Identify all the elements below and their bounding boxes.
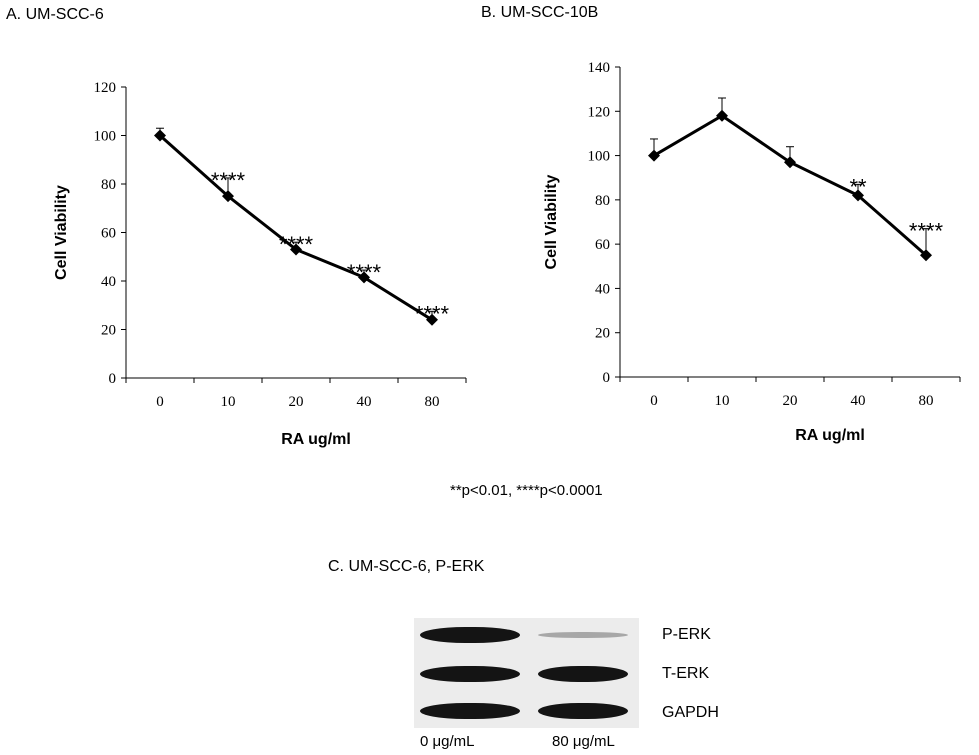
- chart-a-significance-label: ****: [415, 301, 450, 326]
- chart-a-y-tick-label: 0: [109, 371, 117, 387]
- chart-a-data-point: [290, 243, 302, 256]
- chart-b-y-axis-title: Cell Viability: [543, 174, 560, 269]
- lane-label-0: 0 μg/mL: [420, 733, 475, 750]
- chart-a-x-tick-label: 80: [425, 394, 440, 410]
- chart-a-y-tick-label: 60: [101, 226, 116, 242]
- blot-label-gapdh: GAPDH: [662, 704, 719, 721]
- blot-label-p-erk: P-ERK: [662, 626, 711, 643]
- chart-b-y-tick-label: 20: [595, 326, 610, 342]
- panel-c-title: C. UM-SCC-6, P-ERK: [328, 558, 485, 575]
- chart-a-data-point: [154, 129, 166, 142]
- chart-a-data-point: [426, 313, 438, 326]
- chart-b-y-tick-label: 40: [595, 281, 610, 297]
- chart-b-significance-label: ****: [909, 219, 944, 244]
- chart-a-x-tick-label: 0: [156, 394, 164, 410]
- chart-a-x-tick-label: 40: [357, 394, 372, 410]
- blot-row-t-erk: [414, 659, 639, 689]
- chart-b-data-point: [716, 109, 728, 122]
- chart-b-y-tick-label: 140: [588, 60, 611, 76]
- panel-a-title: A. UM-SCC-6: [6, 6, 104, 23]
- chart-b-x-tick-label: 10: [715, 393, 730, 409]
- chart-a-significance-label: ****: [279, 232, 314, 257]
- chart-b-x-tick-label: 40: [851, 393, 866, 409]
- chart-b-y-tick-label: 80: [595, 193, 610, 209]
- chart-a-y-axis-title: Cell Viability: [53, 185, 70, 280]
- chart-a-x-tick-label: 20: [289, 394, 304, 410]
- chart-b-y-tick-label: 100: [588, 149, 611, 165]
- p-value-note: **p<0.01, ****p<0.0001: [450, 482, 603, 499]
- band-p-erk-lane-80: [538, 632, 628, 638]
- blot-row-gapdh: [414, 696, 639, 726]
- panel-b-title: B. UM-SCC-10B: [481, 4, 599, 21]
- chart-a-y-tick-label: 40: [101, 274, 116, 290]
- band-p-erk-lane-0: [420, 627, 520, 643]
- chart-b-data-point: [784, 156, 796, 169]
- band-t-erk-lane-80: [538, 666, 628, 682]
- chart-a-significance-label: ****: [347, 260, 382, 285]
- chart-a-data-point: [358, 271, 370, 284]
- chart-b-data-point: [852, 189, 864, 202]
- blot-row-p-erk: [414, 620, 639, 650]
- lane-label-80: 80 μg/mL: [552, 733, 615, 750]
- chart-b-y-tick-label: 120: [588, 104, 611, 120]
- band-t-erk-lane-0: [420, 666, 520, 682]
- chart-a-x-axis-title: RA ug/ml: [281, 431, 351, 448]
- chart-a-data-point: [222, 190, 234, 203]
- chart-b-y-tick-label: 60: [595, 237, 610, 253]
- western-blot: [414, 618, 639, 728]
- chart-a-significance-label: ****: [211, 168, 246, 193]
- chart-b-series-line: [653, 113, 927, 257]
- band-gapdh-lane-0: [420, 703, 520, 719]
- chart-b-x-tick-label: 20: [783, 393, 798, 409]
- chart-a-y-tick-label: 120: [94, 80, 117, 96]
- chart-b-y-tick-label: 0: [603, 370, 611, 386]
- chart-a-y-tick-label: 20: [101, 323, 116, 339]
- band-gapdh-lane-80: [538, 703, 628, 719]
- chart-a-x-tick-label: 10: [221, 394, 236, 410]
- chart-a-y-tick-label: 100: [94, 129, 117, 145]
- blot-label-t-erk: T-ERK: [662, 665, 710, 682]
- chart-b-x-tick-label: 0: [650, 393, 658, 409]
- chart-b-x-tick-label: 80: [919, 393, 934, 409]
- chart-b-data-point: [648, 149, 660, 162]
- chart-b-x-axis-title: RA ug/ml: [795, 427, 865, 444]
- chart-b-data-point: [920, 249, 932, 262]
- chart-a-y-tick-label: 80: [101, 177, 116, 193]
- chart-b-significance-label: **: [849, 174, 867, 199]
